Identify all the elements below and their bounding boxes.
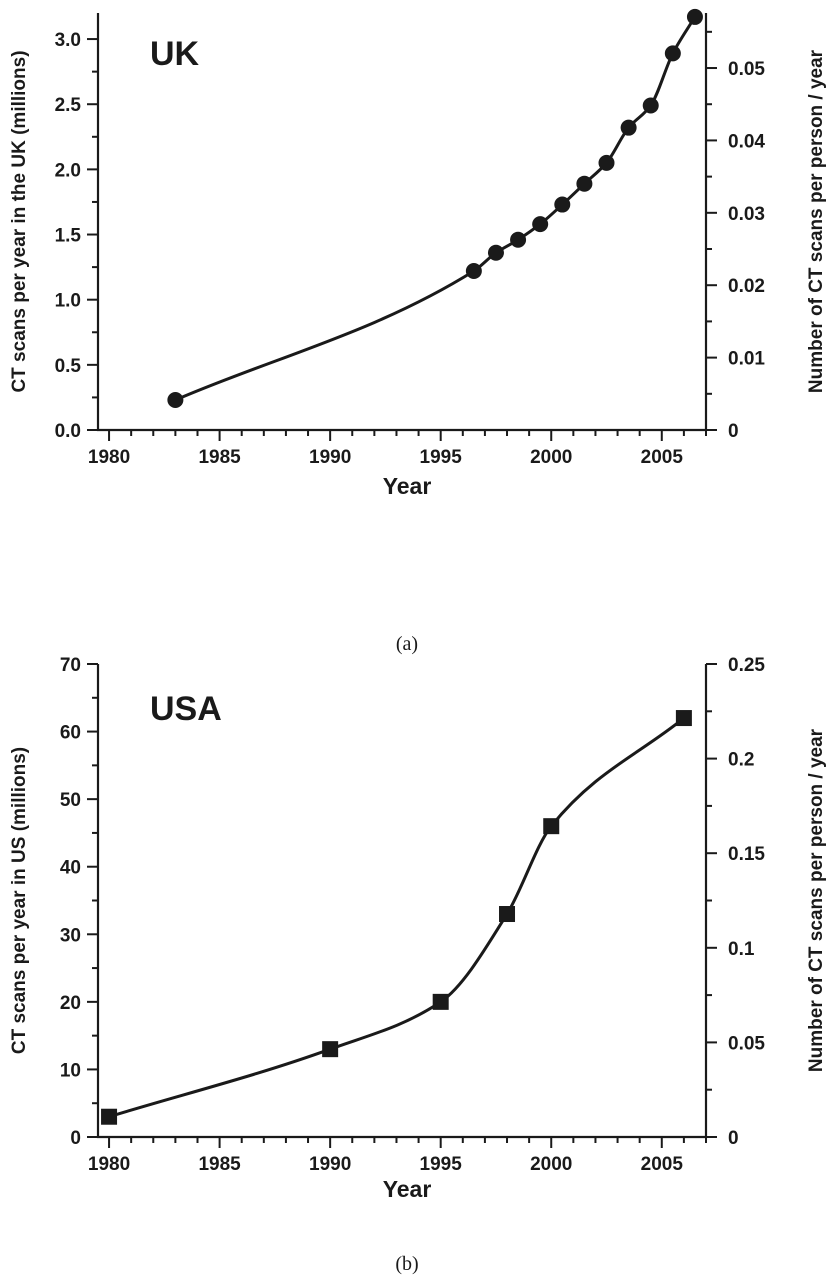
x-tick-label: 2000: [530, 447, 572, 468]
y-tick-label: 10: [60, 1060, 81, 1081]
data-point-marker: [642, 97, 659, 114]
x-tick-label: 1990: [309, 447, 351, 468]
y2-tick-label: 0: [728, 1128, 739, 1149]
y-tick-label: 20: [60, 993, 81, 1014]
figure-caption: (a): [396, 633, 418, 655]
y2-tick-label: 0.25: [728, 655, 765, 676]
y-tick-label: 70: [60, 655, 81, 676]
y2-axis-title: Number of CT scans per person / year: [806, 728, 827, 1072]
y-tick-label: 2.0: [55, 160, 81, 181]
data-point-marker: [432, 993, 449, 1010]
panel-label-usa: USA: [150, 690, 222, 728]
data-point-marker: [101, 1108, 118, 1125]
x-tick-label: 1995: [420, 447, 463, 468]
y-axis-title: CT scans per year in the UK (millions): [9, 50, 30, 392]
y-tick-label: 0.5: [55, 356, 82, 377]
panel-label-uk: UK: [150, 35, 200, 73]
y2-tick-label: 0.15: [728, 844, 765, 865]
usa-chart-panel: 1980 1985 1990 1995 2000 2005 0 10 20 30 40 50 60 70 0…: [9, 655, 827, 1275]
y-tick-label: 0.0: [55, 421, 81, 442]
x-tick-label: 1980: [88, 447, 130, 468]
y2-tick-label: 0.03: [728, 204, 765, 225]
y2-tick-label: 0.01: [728, 349, 765, 370]
data-point-marker: [167, 392, 184, 409]
data-point-marker: [543, 818, 560, 835]
x-axis-title: Year: [383, 1176, 432, 1202]
data-point-marker: [664, 45, 681, 62]
x-tick-label: 2005: [641, 1154, 684, 1175]
figure-caption: (b): [395, 1253, 418, 1275]
x-tick-label: 1980: [88, 1154, 130, 1175]
data-point-marker: [532, 216, 549, 233]
series-line: [108, 716, 685, 1119]
y2-tick-label: 0.04: [728, 131, 765, 152]
y2-tick-label: 0.05: [728, 1033, 765, 1054]
data-point-marker: [510, 231, 527, 248]
data-point-marker: [499, 906, 516, 923]
y-tick-label: 2.5: [55, 95, 82, 116]
x-tick-label: 1990: [309, 1154, 351, 1175]
data-point-marker: [686, 8, 703, 25]
data-point-marker: [322, 1041, 339, 1058]
data-point-marker: [487, 244, 504, 261]
y2-tick-label: 0.02: [728, 276, 765, 297]
plot-frame: [96, 13, 708, 432]
y-tick-label: 40: [60, 858, 81, 879]
data-point-marker: [576, 175, 593, 192]
data-point-marker: [465, 263, 482, 280]
series-line: [174, 16, 697, 402]
x-tick-label: 1985: [198, 447, 241, 468]
y-tick-label: 0: [70, 1128, 81, 1149]
x-tick-label: 1985: [198, 1154, 241, 1175]
x-tick-label: 1995: [420, 1154, 463, 1175]
y-tick-label: 3.0: [55, 30, 81, 51]
y-tick-label: 1.0: [55, 291, 81, 312]
uk-chart-panel: 1980 1985 1990 1995 2000 2005 0.0 0.5 1.0 1.5 2.0 2…: [9, 8, 827, 655]
x-tick-label: 2005: [641, 447, 684, 468]
y-tick-label: 50: [60, 790, 81, 811]
data-point-marker: [620, 119, 637, 136]
data-point-marker: [598, 154, 615, 171]
y2-tick-label: 0.05: [728, 59, 765, 80]
y-tick-label: 60: [60, 723, 81, 744]
x-axis-title: Year: [383, 473, 432, 499]
data-point-marker: [554, 196, 571, 213]
x-tick-label: 2000: [530, 1154, 572, 1175]
y-axis-title: CT scans per year in US (millions): [9, 747, 30, 1054]
y2-tick-label: 0.2: [728, 750, 754, 771]
y2-tick-label: 0: [728, 421, 739, 442]
y2-axis-title: Number of CT scans per person / year: [806, 49, 827, 393]
y-tick-label: 1.5: [55, 226, 82, 247]
y2-tick-label: 0.1: [728, 939, 755, 960]
y-tick-label: 30: [60, 925, 81, 946]
plot-frame: [96, 664, 708, 1139]
data-point-marker: [675, 710, 692, 727]
